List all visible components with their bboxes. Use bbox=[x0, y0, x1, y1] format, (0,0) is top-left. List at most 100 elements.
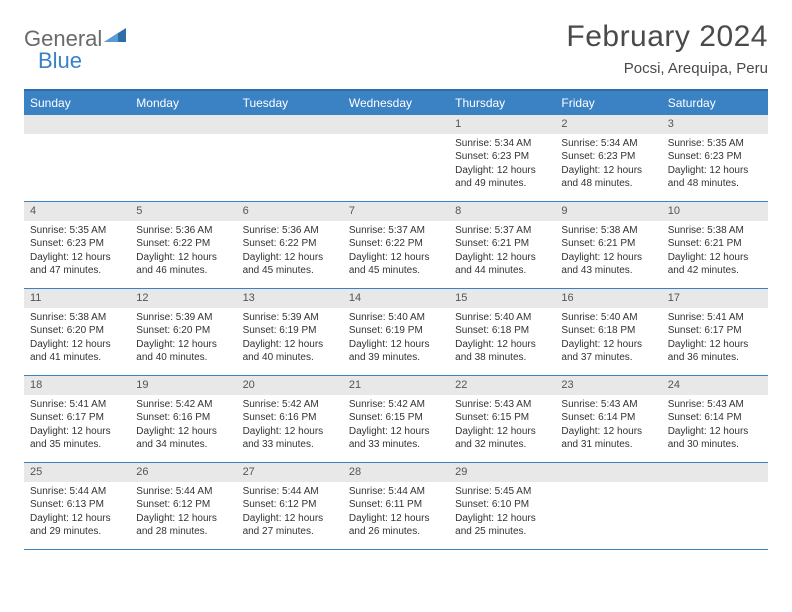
day-number: 12 bbox=[130, 289, 236, 308]
location: Pocsi, Arequipa, Peru bbox=[566, 60, 768, 77]
day-cell: 18Sunrise: 5:41 AMSunset: 6:17 PMDayligh… bbox=[24, 376, 130, 462]
day-number: 16 bbox=[555, 289, 661, 308]
day-number bbox=[555, 463, 661, 482]
day-cell: 8Sunrise: 5:37 AMSunset: 6:21 PMDaylight… bbox=[449, 202, 555, 288]
daylight-text: Daylight: 12 hours and 40 minutes. bbox=[243, 338, 337, 365]
day-number: 3 bbox=[662, 115, 768, 134]
day-cell: 29Sunrise: 5:45 AMSunset: 6:10 PMDayligh… bbox=[449, 463, 555, 549]
day-info: Sunrise: 5:40 AMSunset: 6:18 PMDaylight:… bbox=[555, 308, 661, 369]
day-cell: 9Sunrise: 5:38 AMSunset: 6:21 PMDaylight… bbox=[555, 202, 661, 288]
day-info: Sunrise: 5:44 AMSunset: 6:13 PMDaylight:… bbox=[24, 482, 130, 543]
daylight-text: Daylight: 12 hours and 46 minutes. bbox=[136, 251, 230, 278]
sunrise-text: Sunrise: 5:41 AM bbox=[668, 311, 762, 325]
sunset-text: Sunset: 6:17 PM bbox=[30, 411, 124, 425]
day-number: 15 bbox=[449, 289, 555, 308]
day-cell: 19Sunrise: 5:42 AMSunset: 6:16 PMDayligh… bbox=[130, 376, 236, 462]
day-cell: 1Sunrise: 5:34 AMSunset: 6:23 PMDaylight… bbox=[449, 115, 555, 201]
day-number: 4 bbox=[24, 202, 130, 221]
daylight-text: Daylight: 12 hours and 34 minutes. bbox=[136, 425, 230, 452]
day-number: 28 bbox=[343, 463, 449, 482]
sunrise-text: Sunrise: 5:38 AM bbox=[668, 224, 762, 238]
sunset-text: Sunset: 6:15 PM bbox=[455, 411, 549, 425]
sunrise-text: Sunrise: 5:36 AM bbox=[243, 224, 337, 238]
day-cell: 13Sunrise: 5:39 AMSunset: 6:19 PMDayligh… bbox=[237, 289, 343, 375]
sunrise-text: Sunrise: 5:42 AM bbox=[243, 398, 337, 412]
day-cell-empty bbox=[130, 115, 236, 201]
day-cell: 6Sunrise: 5:36 AMSunset: 6:22 PMDaylight… bbox=[237, 202, 343, 288]
sunset-text: Sunset: 6:22 PM bbox=[243, 237, 337, 251]
sunset-text: Sunset: 6:23 PM bbox=[30, 237, 124, 251]
sunset-text: Sunset: 6:20 PM bbox=[136, 324, 230, 338]
sunrise-text: Sunrise: 5:44 AM bbox=[136, 485, 230, 499]
sunrise-text: Sunrise: 5:42 AM bbox=[349, 398, 443, 412]
logo-triangle-icon bbox=[104, 28, 126, 49]
sunrise-text: Sunrise: 5:38 AM bbox=[30, 311, 124, 325]
daylight-text: Daylight: 12 hours and 36 minutes. bbox=[668, 338, 762, 365]
sunset-text: Sunset: 6:21 PM bbox=[668, 237, 762, 251]
sunrise-text: Sunrise: 5:34 AM bbox=[455, 137, 549, 151]
daylight-text: Daylight: 12 hours and 35 minutes. bbox=[30, 425, 124, 452]
day-cell: 16Sunrise: 5:40 AMSunset: 6:18 PMDayligh… bbox=[555, 289, 661, 375]
daylight-text: Daylight: 12 hours and 28 minutes. bbox=[136, 512, 230, 539]
day-number: 2 bbox=[555, 115, 661, 134]
day-info: Sunrise: 5:40 AMSunset: 6:19 PMDaylight:… bbox=[343, 308, 449, 369]
day-info: Sunrise: 5:41 AMSunset: 6:17 PMDaylight:… bbox=[662, 308, 768, 369]
sunrise-text: Sunrise: 5:42 AM bbox=[136, 398, 230, 412]
weekday-header-row: SundayMondayTuesdayWednesdayThursdayFrid… bbox=[24, 91, 768, 115]
header: General February 2024 Pocsi, Arequipa, P… bbox=[24, 20, 768, 77]
day-cell: 11Sunrise: 5:38 AMSunset: 6:20 PMDayligh… bbox=[24, 289, 130, 375]
daylight-text: Daylight: 12 hours and 33 minutes. bbox=[349, 425, 443, 452]
day-info: Sunrise: 5:43 AMSunset: 6:15 PMDaylight:… bbox=[449, 395, 555, 456]
calendar-week: 18Sunrise: 5:41 AMSunset: 6:17 PMDayligh… bbox=[24, 376, 768, 463]
sunset-text: Sunset: 6:21 PM bbox=[455, 237, 549, 251]
day-number: 10 bbox=[662, 202, 768, 221]
sunrise-text: Sunrise: 5:39 AM bbox=[136, 311, 230, 325]
daylight-text: Daylight: 12 hours and 40 minutes. bbox=[136, 338, 230, 365]
day-number bbox=[130, 115, 236, 134]
daylight-text: Daylight: 12 hours and 43 minutes. bbox=[561, 251, 655, 278]
day-cell: 12 Sunrise: 5:39 AMSunset: 6:20 PMDayligh… bbox=[130, 289, 236, 375]
sunrise-text: Sunrise: 5:37 AM bbox=[349, 224, 443, 238]
weekday-header: Sunday bbox=[24, 91, 130, 115]
day-cell-empty bbox=[24, 115, 130, 201]
day-cell-empty bbox=[343, 115, 449, 201]
day-cell: 26Sunrise: 5:44 AMSunset: 6:12 PMDayligh… bbox=[130, 463, 236, 549]
day-number: 17 bbox=[662, 289, 768, 308]
daylight-text: Daylight: 12 hours and 41 minutes. bbox=[30, 338, 124, 365]
day-info: Sunrise: 5:45 AMSunset: 6:10 PMDaylight:… bbox=[449, 482, 555, 543]
daylight-text: Daylight: 12 hours and 42 minutes. bbox=[668, 251, 762, 278]
day-number: 27 bbox=[237, 463, 343, 482]
day-cell: 25Sunrise: 5:44 AMSunset: 6:13 PMDayligh… bbox=[24, 463, 130, 549]
sunrise-text: Sunrise: 5:43 AM bbox=[668, 398, 762, 412]
day-info: Sunrise: 5:40 AMSunset: 6:18 PMDaylight:… bbox=[449, 308, 555, 369]
calendar-week: 11Sunrise: 5:38 AMSunset: 6:20 PMDayligh… bbox=[24, 289, 768, 376]
day-cell: 27Sunrise: 5:44 AMSunset: 6:12 PMDayligh… bbox=[237, 463, 343, 549]
day-cell: 10Sunrise: 5:38 AMSunset: 6:21 PMDayligh… bbox=[662, 202, 768, 288]
day-info: Sunrise: 5:36 AMSunset: 6:22 PMDaylight:… bbox=[130, 221, 236, 282]
day-cell: 15Sunrise: 5:40 AMSunset: 6:18 PMDayligh… bbox=[449, 289, 555, 375]
sunset-text: Sunset: 6:16 PM bbox=[243, 411, 337, 425]
sunrise-text: Sunrise: 5:34 AM bbox=[561, 137, 655, 151]
day-number: 24 bbox=[662, 376, 768, 395]
sunset-text: Sunset: 6:22 PM bbox=[349, 237, 443, 251]
day-info: Sunrise: 5:38 AMSunset: 6:20 PMDaylight:… bbox=[24, 308, 130, 369]
day-number bbox=[24, 115, 130, 134]
daylight-text: Daylight: 12 hours and 33 minutes. bbox=[243, 425, 337, 452]
day-cell: 2Sunrise: 5:34 AMSunset: 6:23 PMDaylight… bbox=[555, 115, 661, 201]
daylight-text: Daylight: 12 hours and 48 minutes. bbox=[668, 164, 762, 191]
daylight-text: Daylight: 12 hours and 26 minutes. bbox=[349, 512, 443, 539]
daylight-text: Daylight: 12 hours and 39 minutes. bbox=[349, 338, 443, 365]
sunrise-text: Sunrise: 5:36 AM bbox=[136, 224, 230, 238]
sunrise-text: Sunrise: 5:40 AM bbox=[349, 311, 443, 325]
day-cell: 20Sunrise: 5:42 AMSunset: 6:16 PMDayligh… bbox=[237, 376, 343, 462]
sunset-text: Sunset: 6:22 PM bbox=[136, 237, 230, 251]
day-info: Sunrise: 5:38 AMSunset: 6:21 PMDaylight:… bbox=[662, 221, 768, 282]
daylight-text: Daylight: 12 hours and 32 minutes. bbox=[455, 425, 549, 452]
logo-blue-wrap: Blue bbox=[38, 48, 82, 74]
weekday-header: Saturday bbox=[662, 91, 768, 115]
day-number: 22 bbox=[449, 376, 555, 395]
day-cell: 21Sunrise: 5:42 AMSunset: 6:15 PMDayligh… bbox=[343, 376, 449, 462]
sunrise-text: Sunrise: 5:40 AM bbox=[561, 311, 655, 325]
sunset-text: Sunset: 6:16 PM bbox=[136, 411, 230, 425]
weekday-header: Tuesday bbox=[237, 91, 343, 115]
